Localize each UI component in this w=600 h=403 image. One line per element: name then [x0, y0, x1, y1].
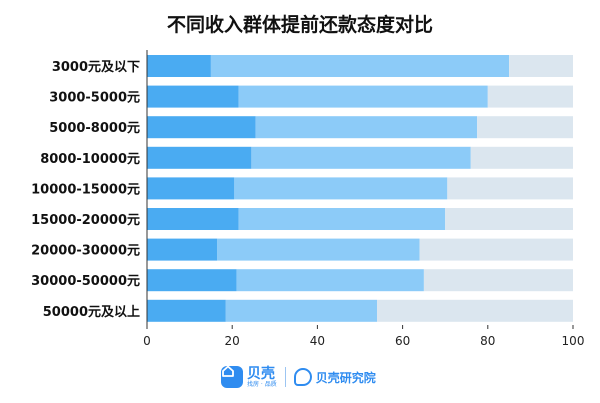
bar-segment-2: [236, 269, 424, 292]
category-label: 15000-20000元: [31, 213, 140, 228]
bar-segment-3: [445, 208, 573, 230]
bar-segment-1: [147, 208, 239, 230]
footer-logos: 贝壳 找房 · 品质 贝壳研究院: [221, 364, 376, 390]
x-tick-label: 40: [310, 334, 325, 348]
category-label: 30000-50000元: [31, 274, 140, 289]
bar-segment-2: [234, 177, 448, 200]
bar-segment-3: [509, 55, 573, 77]
bar-segment-2: [251, 146, 471, 169]
bar-segment-1: [147, 55, 211, 77]
bar-segment-3: [447, 177, 573, 200]
bar-segment-2: [255, 116, 478, 139]
bar-segment-1: [147, 269, 237, 292]
beike-research-logo-icon: [293, 368, 312, 386]
x-tick-label: 20: [225, 334, 240, 348]
bar-segment-2: [225, 299, 378, 322]
footer-divider: [284, 367, 286, 387]
bar-segment-3: [419, 238, 573, 261]
bar-segment-1: [147, 85, 239, 108]
category-label: 50000元及以上: [43, 305, 140, 320]
beike-brand-name: 贝壳: [247, 365, 275, 382]
x-tick-label: 100: [562, 334, 585, 348]
bar-segment-1: [147, 146, 252, 169]
bar-segment-2: [238, 208, 446, 230]
category-label: 20000-30000元: [31, 244, 140, 259]
beike-logo-icon: [221, 365, 243, 388]
bar-segment-1: [147, 116, 256, 139]
bar-segment-3: [487, 85, 573, 108]
x-tick-label: 60: [395, 334, 410, 348]
bar-segment-2: [210, 55, 510, 77]
chart-title: 不同收入群体提前还款态度对比: [166, 14, 433, 36]
bar-segment-3: [423, 269, 573, 292]
bar-segment-1: [147, 238, 218, 261]
bar-segment-3: [377, 299, 573, 322]
category-label: 8000-10000元: [40, 152, 140, 167]
bar-segment-3: [477, 116, 573, 139]
bar-segment-1: [147, 177, 235, 200]
beike-research-brand: 贝壳研究院: [315, 370, 376, 385]
category-label: 3000元及以下: [52, 60, 140, 75]
x-tick-label: 0: [143, 334, 151, 348]
category-label: 3000-5000元: [49, 91, 140, 106]
bar-segment-1: [147, 299, 226, 322]
beike-brand-slogan: 找房 · 品质: [247, 380, 277, 388]
bar-segment-2: [217, 238, 420, 261]
bar-segment-2: [238, 85, 488, 108]
category-label: 10000-15000元: [31, 182, 140, 197]
category-label: 5000-8000元: [49, 121, 140, 136]
x-tick-label: 80: [480, 334, 495, 348]
beike-brand: 贝壳 找房 · 品质: [247, 367, 277, 388]
bar-segment-3: [470, 146, 573, 169]
